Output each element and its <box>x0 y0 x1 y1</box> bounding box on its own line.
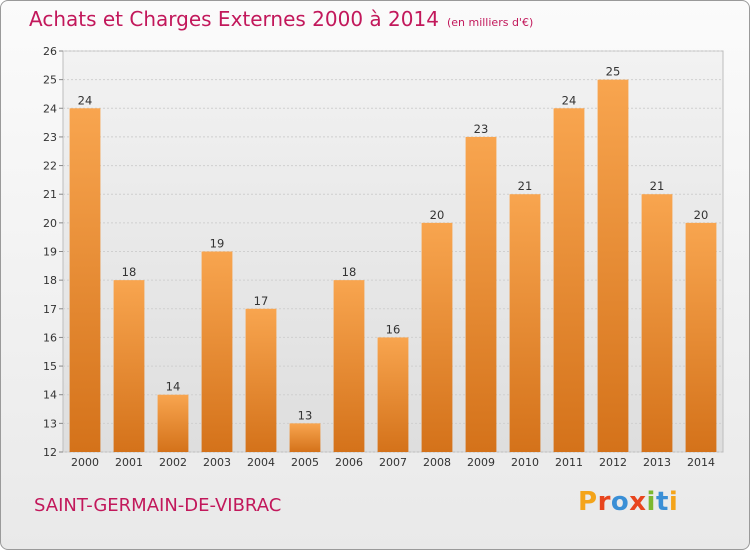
data-label: 20 <box>430 208 445 222</box>
x-tick-label: 2000 <box>71 456 99 469</box>
logo-letter: P <box>578 487 598 517</box>
data-label: 23 <box>474 122 489 136</box>
x-tick-label: 2012 <box>599 456 627 469</box>
y-tick-label: 19 <box>43 246 57 259</box>
x-tick-label: 2002 <box>159 456 187 469</box>
logo-letter: o <box>610 487 630 517</box>
x-tick-label: 2013 <box>643 456 671 469</box>
x-tick-label: 2004 <box>247 456 275 469</box>
bar-2005 <box>289 423 321 452</box>
bar-2010 <box>509 194 541 452</box>
y-tick-label: 26 <box>43 45 57 58</box>
data-label: 13 <box>298 408 313 422</box>
bar-2003 <box>201 251 233 452</box>
logo-letter: r <box>597 487 611 517</box>
x-tick-label: 2001 <box>115 456 143 469</box>
y-tick-label: 17 <box>43 303 57 316</box>
chart-subtitle: (en milliers d'€) <box>446 16 534 29</box>
x-tick-label: 2007 <box>379 456 407 469</box>
y-tick-label: 12 <box>43 446 57 459</box>
x-tick-label: 2009 <box>467 456 495 469</box>
chart-title-text: Achats et Charges Externes 2000 à 2014 <box>29 7 439 31</box>
data-label: 18 <box>122 265 137 279</box>
bar-2004 <box>245 308 277 452</box>
x-tick-label: 2006 <box>335 456 363 469</box>
y-tick-label: 24 <box>43 102 57 115</box>
bars: 24 18 14 19 17 13 18 16 20 23 21 24 25 21 20 <box>69 65 717 453</box>
y-tick-label: 18 <box>43 274 57 287</box>
bar-2008 <box>421 222 453 452</box>
data-label: 17 <box>254 294 269 308</box>
bar-2006 <box>333 280 365 452</box>
bar-2013 <box>641 194 673 452</box>
y-tick-label: 20 <box>43 217 57 230</box>
logo-letter: t <box>655 487 669 517</box>
y-tick-label: 21 <box>43 188 57 201</box>
bar-2011 <box>553 108 585 453</box>
x-tick-label: 2014 <box>687 456 715 469</box>
data-label: 21 <box>518 179 533 193</box>
y-tick-label: 14 <box>43 389 57 402</box>
bar-2014 <box>685 222 717 452</box>
bar-2007 <box>377 337 409 452</box>
x-tick-label: 2005 <box>291 456 319 469</box>
bar-2002 <box>157 394 189 452</box>
bar-2009 <box>465 136 497 452</box>
data-label: 20 <box>694 208 709 222</box>
data-label: 21 <box>650 179 665 193</box>
logo-letter: i <box>668 487 679 517</box>
proxiti-logo[interactable]: Proxiti <box>578 487 678 517</box>
data-label: 25 <box>606 65 621 79</box>
y-tick-label: 22 <box>43 160 57 173</box>
x-axis: 2000 2001 2002 2003 2004 2005 2006 2007 2008 2009… <box>71 456 715 469</box>
bar-2000 <box>69 108 101 453</box>
y-tick-label: 25 <box>43 74 57 87</box>
x-tick-label: 2010 <box>511 456 539 469</box>
y-tick-label: 16 <box>43 331 57 344</box>
data-label: 16 <box>386 322 401 336</box>
logo-letter: i <box>646 487 656 517</box>
logo-letter: x <box>629 487 647 517</box>
y-tick-label: 13 <box>43 417 57 430</box>
commune-name: SAINT-GERMAIN-DE-VIBRAC <box>34 495 282 516</box>
data-label: 18 <box>342 265 357 279</box>
x-tick-label: 2011 <box>555 456 583 469</box>
data-label: 14 <box>166 380 181 394</box>
y-axis: 12 13 14 15 16 17 18 19 20 21 22 23 24 25 26 <box>43 45 63 459</box>
y-tick-label: 23 <box>43 131 57 144</box>
data-label: 24 <box>562 93 577 107</box>
bar-2001 <box>113 280 145 452</box>
data-label: 24 <box>78 93 93 107</box>
x-tick-label: 2003 <box>203 456 231 469</box>
x-tick-label: 2008 <box>423 456 451 469</box>
y-tick-label: 15 <box>43 360 57 373</box>
chart-title: Achats et Charges Externes 2000 à 2014 (e… <box>29 7 533 31</box>
bar-2012 <box>597 79 629 453</box>
data-label: 19 <box>210 237 225 251</box>
